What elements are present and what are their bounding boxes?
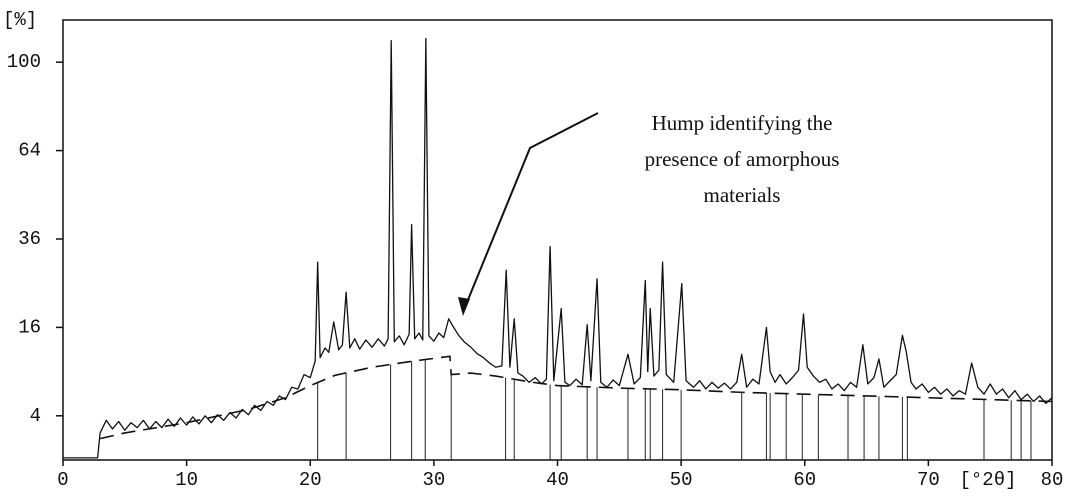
x-tick-label: 50 <box>670 469 693 491</box>
annotation-arrow <box>462 112 599 313</box>
background-line <box>99 355 1053 440</box>
x-tick-label: 20 <box>299 469 322 491</box>
plot-frame <box>62 19 1053 461</box>
y-tick-label: 4 <box>30 405 41 427</box>
x-axis-label: [°2θ] <box>959 469 1016 491</box>
y-tick-label: 64 <box>18 140 41 162</box>
y-tick-label: 100 <box>7 51 41 73</box>
y-tick-label: 16 <box>18 316 41 338</box>
x-tick-label: 80 <box>1041 469 1064 491</box>
x-tick-label: 10 <box>175 469 198 491</box>
spectrum-line <box>63 37 1053 459</box>
arrow-head <box>458 297 470 316</box>
x-tick-label: 30 <box>422 469 445 491</box>
annotation-line: Hump identifying the <box>652 111 833 135</box>
x-tick-label: 60 <box>793 469 816 491</box>
annotation-line: presence of amorphous <box>645 147 840 171</box>
y-axis-label: [%] <box>3 9 37 31</box>
annotation-line: materials <box>704 183 781 207</box>
x-tick-label: 0 <box>57 469 68 491</box>
x-tick-label: 40 <box>546 469 569 491</box>
x-tick-label: 70 <box>917 469 940 491</box>
y-tick-label: 36 <box>18 228 41 250</box>
